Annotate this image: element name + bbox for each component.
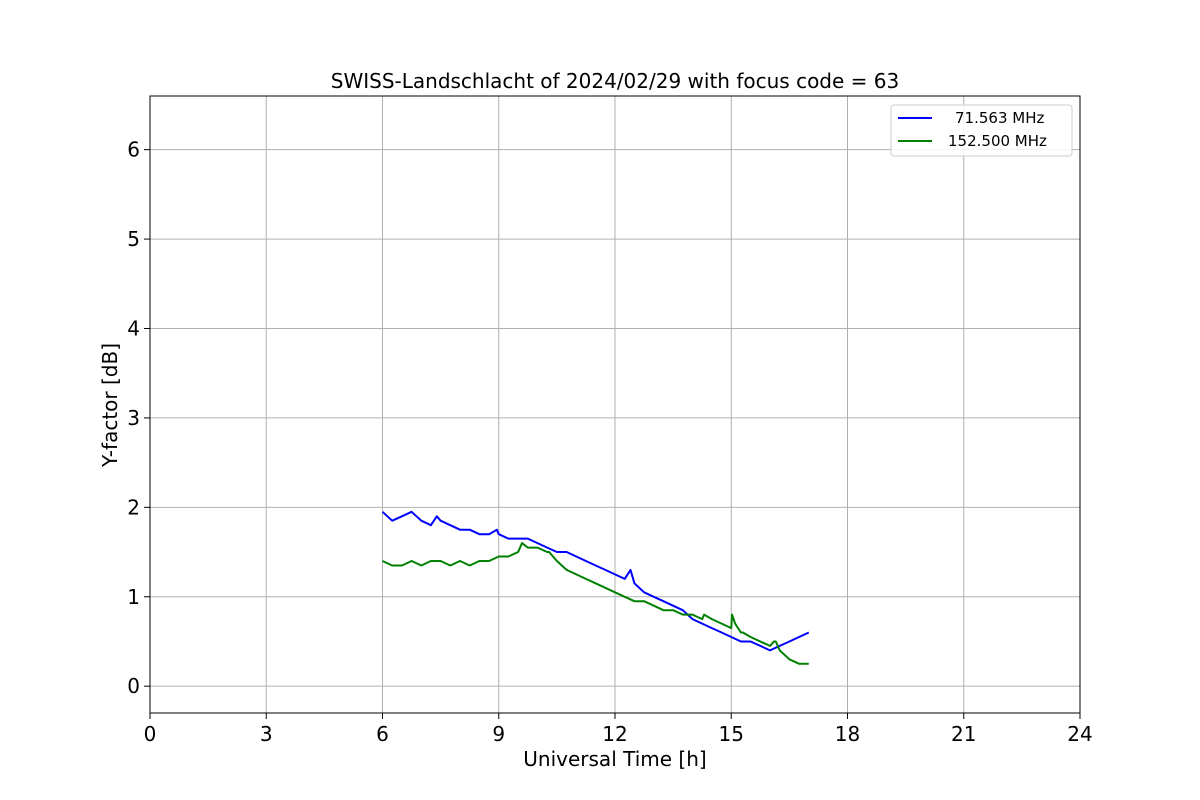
x-tick-label: 24 — [1067, 722, 1092, 746]
series-line-71-563-mhz — [381, 510, 810, 652]
legend: 71.563 MHz 152.500 MHz — [890, 104, 1073, 157]
x-tick-label: 0 — [144, 722, 157, 746]
x-axis-title: Universal Time [h] — [523, 747, 706, 771]
legend-box — [890, 104, 1073, 157]
y-tick-label: 6 — [127, 138, 140, 162]
y-axis-title: Y-factor [dB] — [98, 343, 122, 468]
y-tick-label: 0 — [127, 674, 140, 698]
legend-label-152500: 152.500 MHz — [948, 132, 1047, 150]
series-layer — [381, 510, 810, 665]
x-tick-label: 12 — [602, 722, 627, 746]
x-tick-label: 15 — [719, 722, 744, 746]
x-tick-label: 18 — [835, 722, 860, 746]
series-line-152-500-mhz — [382, 542, 809, 665]
legend-label-71563: 71.563 MHz — [955, 109, 1044, 127]
y-tick-label: 5 — [127, 227, 140, 251]
x-tick-label: 3 — [260, 722, 273, 746]
chart-title: SWISS-Landschlacht of 2024/02/29 with fo… — [331, 69, 899, 93]
y-tick-label: 1 — [127, 585, 140, 609]
y-tick-label: 2 — [127, 495, 140, 519]
y-tick-label: 3 — [127, 406, 140, 430]
x-tick-label: 21 — [951, 722, 976, 746]
x-tick-label: 9 — [492, 722, 505, 746]
y-tick-label: 4 — [127, 316, 140, 340]
x-tick-label: 6 — [376, 722, 389, 746]
